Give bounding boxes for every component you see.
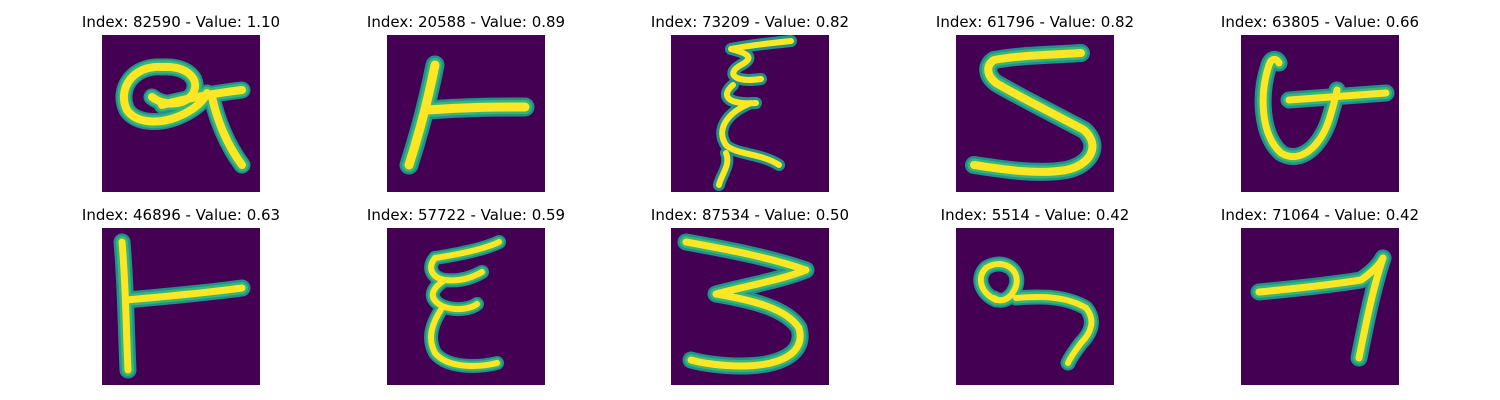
panel-1: Index: 82590 - Value: 1.10 bbox=[82, 13, 280, 203]
panel-2: Index: 20588 - Value: 0.89 bbox=[367, 13, 565, 203]
glyph-image bbox=[387, 35, 545, 192]
panel-title: Index: 61796 - Value: 0.82 bbox=[935, 13, 1135, 31]
panel-4: Index: 61796 - Value: 0.82 bbox=[936, 13, 1134, 203]
panel-8: Index: 87534 - Value: 0.50 bbox=[651, 206, 849, 396]
glyph-strokes bbox=[115, 58, 251, 174]
glyph-strokes bbox=[965, 44, 1102, 181]
handwritten-glyph bbox=[399, 55, 535, 175]
glyph-image bbox=[956, 35, 1114, 192]
glyph-strokes bbox=[424, 235, 506, 373]
handwritten-glyph bbox=[1254, 50, 1395, 166]
panel-7: Index: 57722 - Value: 0.59 bbox=[367, 206, 565, 396]
handwritten-glyph bbox=[677, 233, 815, 375]
glyph-strokes bbox=[713, 35, 797, 191]
glyph-strokes bbox=[677, 233, 815, 375]
glyph-image bbox=[1241, 228, 1399, 385]
glyph-strokes bbox=[1250, 249, 1392, 367]
panel-6: Index: 46896 - Value: 0.63 bbox=[82, 206, 280, 396]
panel-title: Index: 71064 - Value: 0.42 bbox=[1220, 206, 1420, 224]
handwritten-glyph bbox=[965, 44, 1102, 181]
handwritten-glyph bbox=[115, 58, 251, 174]
glyph-strokes bbox=[113, 233, 251, 379]
panel-title: Index: 63805 - Value: 0.66 bbox=[1220, 13, 1420, 31]
panel-title: Index: 20588 - Value: 0.89 bbox=[366, 13, 566, 31]
glyph-image bbox=[102, 35, 260, 192]
panel-9: Index: 5514 - Value: 0.42 bbox=[941, 206, 1129, 396]
panel-5: Index: 63805 - Value: 0.66 bbox=[1221, 13, 1419, 203]
panel-title: Index: 46896 - Value: 0.63 bbox=[81, 206, 281, 224]
glyph-image bbox=[387, 228, 545, 385]
panel-3: Index: 73209 - Value: 0.82 bbox=[651, 13, 849, 203]
glyph-strokes bbox=[973, 256, 1099, 371]
glyph-image bbox=[956, 228, 1114, 385]
panel-title: Index: 5514 - Value: 0.42 bbox=[940, 206, 1130, 224]
panel-10: Index: 71064 - Value: 0.42 bbox=[1221, 206, 1419, 396]
handwritten-glyph bbox=[1250, 249, 1392, 367]
glyph-image bbox=[671, 228, 829, 385]
glyph-strokes bbox=[399, 55, 535, 175]
panel-title: Index: 57722 - Value: 0.59 bbox=[366, 206, 566, 224]
panel-title: Index: 73209 - Value: 0.82 bbox=[650, 13, 850, 31]
panel-title: Index: 82590 - Value: 1.10 bbox=[81, 13, 281, 31]
panel-title: Index: 87534 - Value: 0.50 bbox=[650, 206, 850, 224]
handwritten-glyph bbox=[973, 256, 1099, 371]
handwritten-glyph bbox=[713, 35, 797, 191]
glyph-image bbox=[102, 228, 260, 385]
glyph-image bbox=[671, 35, 829, 192]
glyph-strokes bbox=[1254, 50, 1395, 166]
glyph-image bbox=[1241, 35, 1399, 192]
handwritten-glyph bbox=[113, 233, 251, 379]
handwritten-glyph bbox=[424, 235, 506, 373]
